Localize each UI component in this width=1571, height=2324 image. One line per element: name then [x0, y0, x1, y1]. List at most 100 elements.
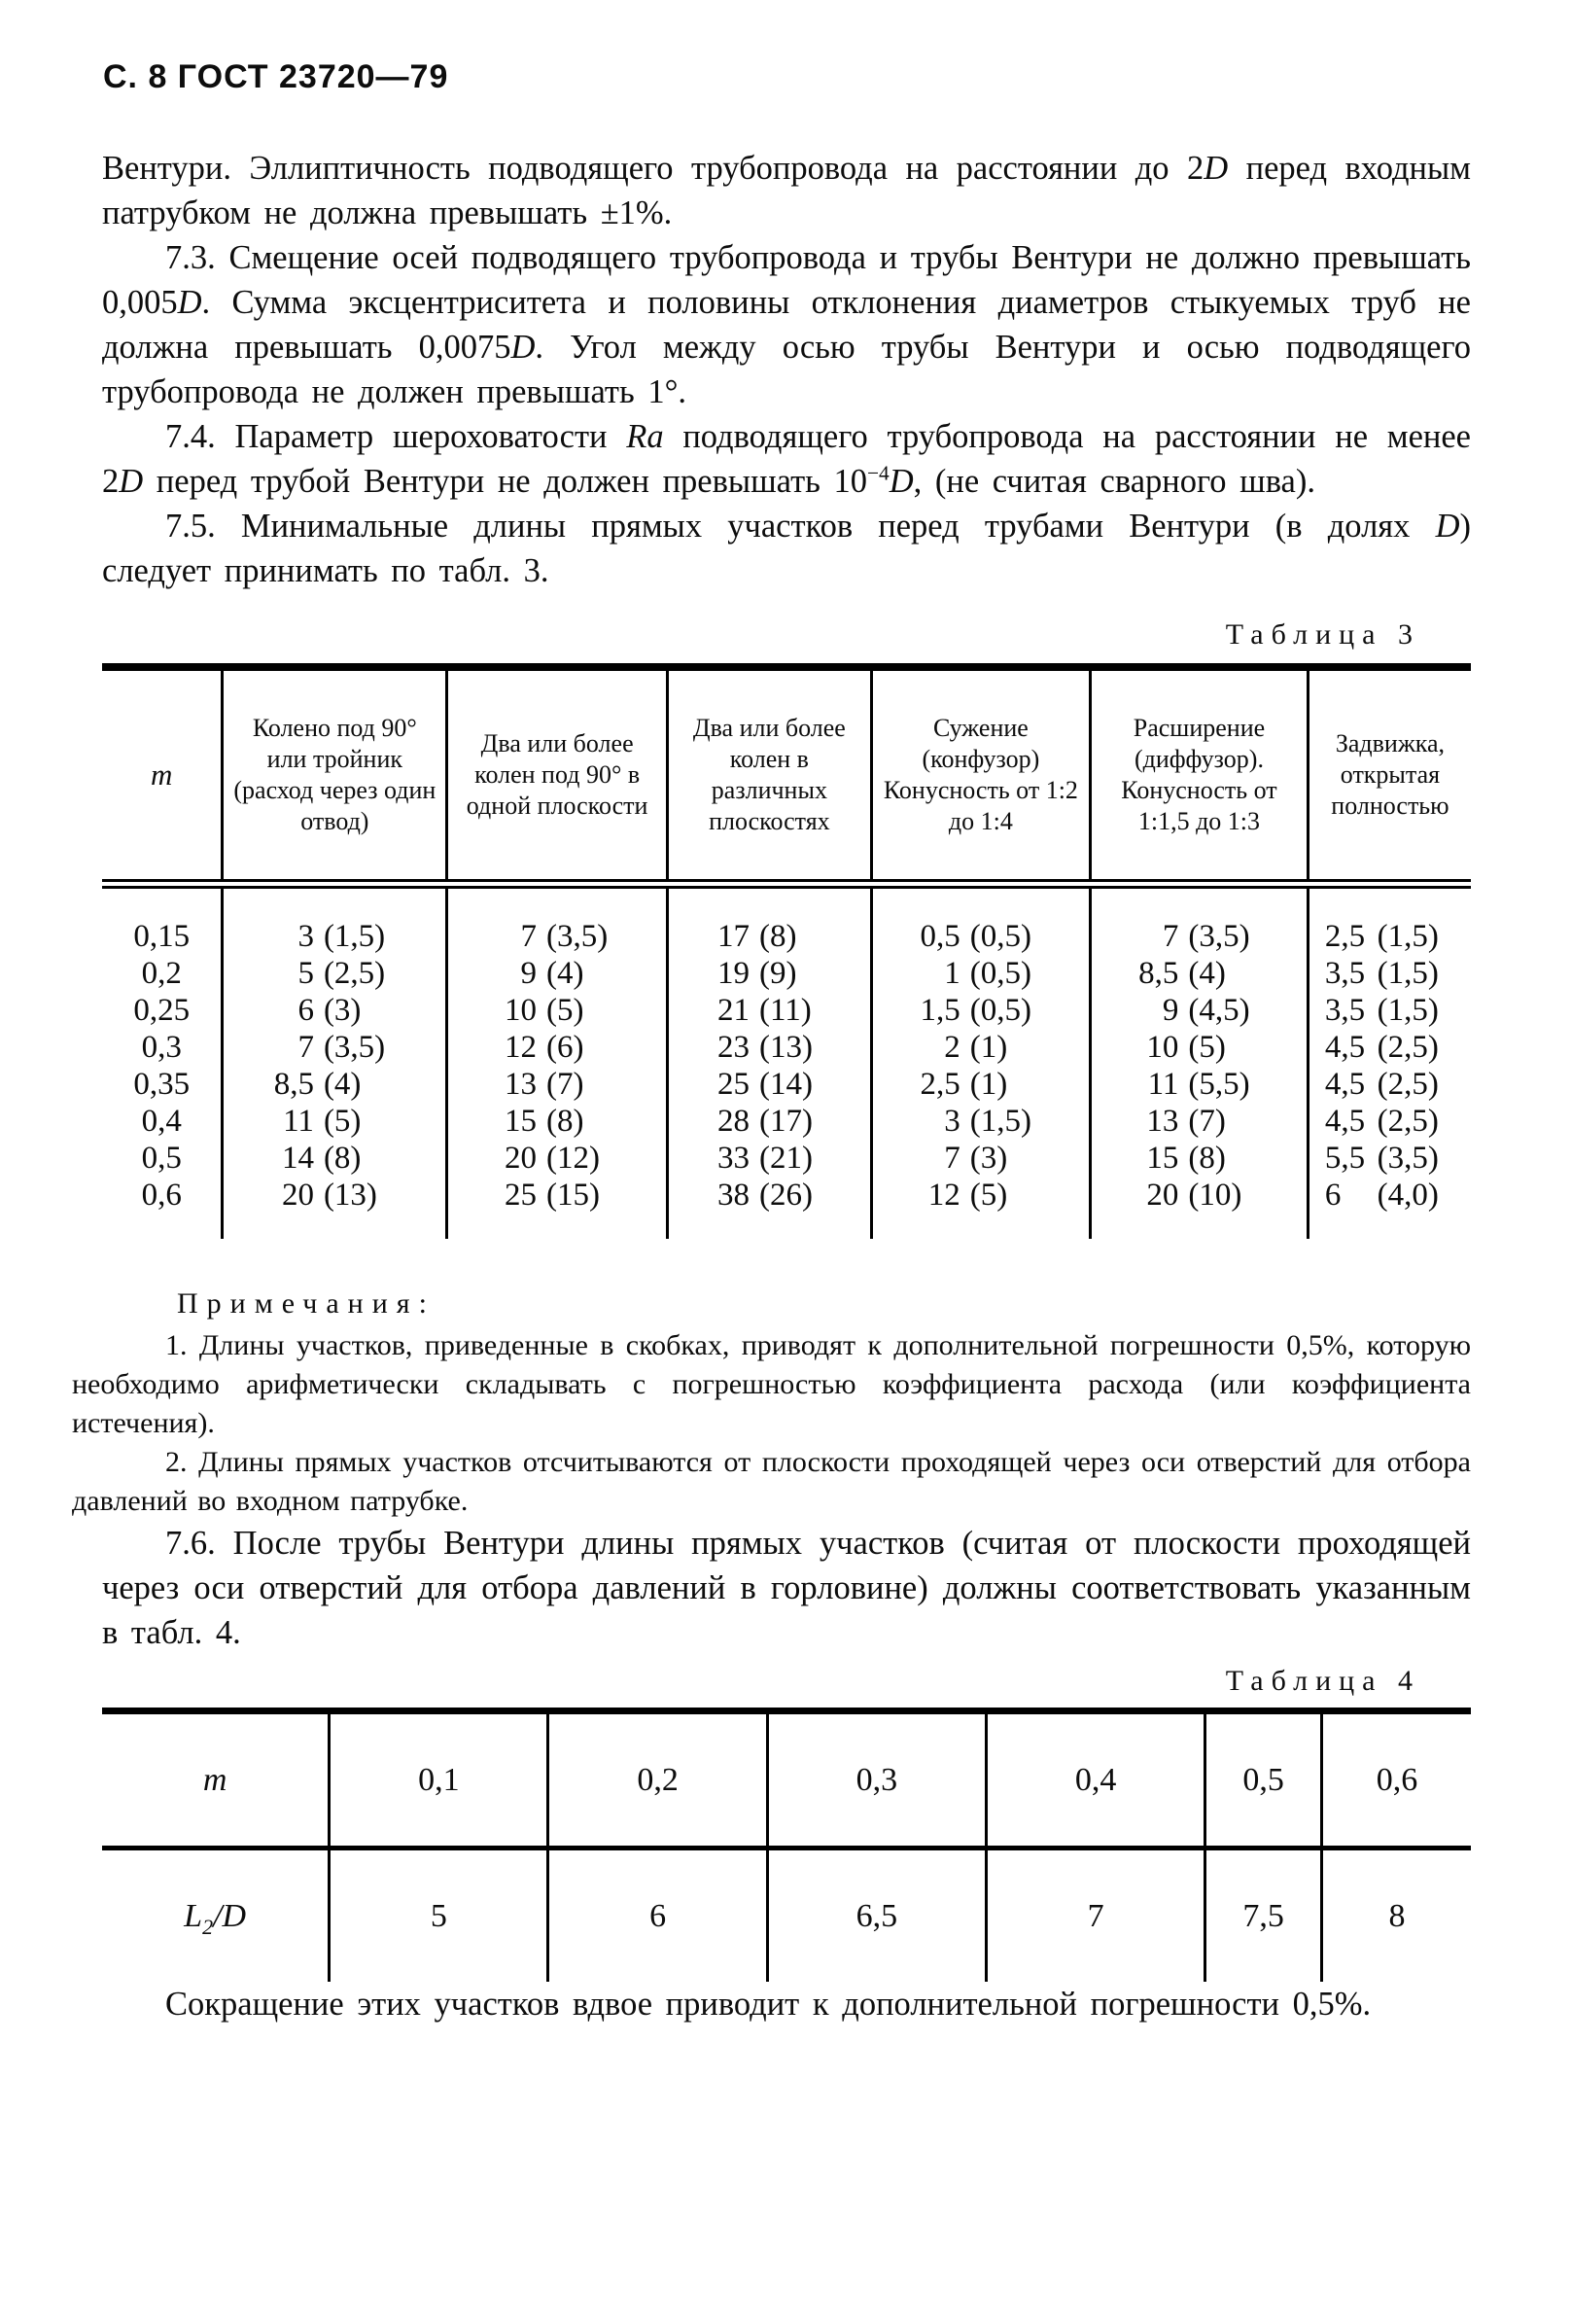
table3-cell: 3 (1,5) — [871, 1103, 1093, 1140]
value: 9 — [520, 956, 537, 991]
text-run: 7.3. Смещение осей подводящего трубопров… — [102, 239, 1471, 321]
table3-cell: 6 (4,0) — [1308, 1177, 1471, 1214]
table3-cell: 11 (5) — [222, 1103, 449, 1140]
text-run: 7.5. Минимальные длины прямых участков п… — [165, 508, 1436, 545]
paren-value: (9) — [759, 956, 797, 991]
paren-value: (1,5) — [969, 1104, 1032, 1139]
value: 10 — [504, 993, 537, 1028]
value: 13 — [504, 1067, 537, 1102]
table3-cell: 1 (0,5) — [871, 955, 1093, 992]
spacer-cell — [1090, 884, 1309, 918]
table3-cell: 28 (17) — [667, 1103, 873, 1140]
value: 0,5 — [920, 919, 960, 954]
table3-header-diffuser: Расширение (диффузор). Конусность от 1:1… — [1090, 667, 1309, 889]
table3-cell: 12 (5) — [871, 1177, 1093, 1214]
table4: m 0,1 0,2 0,3 0,4 0,5 0,6 L2/D 5 6 6,5 7… — [102, 1708, 1471, 1982]
paren-value: (3) — [323, 993, 362, 1028]
paren-value: (4) — [545, 956, 584, 991]
table3-header-m: m — [102, 667, 225, 889]
paren-value: (5) — [323, 1104, 362, 1139]
table3-cell: 8,5 (4) — [222, 1066, 449, 1103]
paragraph-final: Сокращение этих участков вдвое приводит … — [102, 1982, 1471, 2026]
paren-value: (3,5) — [545, 919, 609, 954]
table3-cell: 20 (10) — [1090, 1177, 1309, 1214]
m-value: 0,35 — [102, 1066, 225, 1103]
value: 12 — [504, 1030, 537, 1065]
value: 4,5 — [1324, 1067, 1366, 1102]
value: 33 — [717, 1141, 751, 1176]
table3-cell: 2,5 (1) — [871, 1066, 1093, 1103]
table-row: 0,2 5 (2,5) 9 (4) 19 (9) 1 (0,5) 8,5 (4) 3,5 (1,5) — [102, 955, 1471, 992]
paren-value: (7) — [1188, 1104, 1226, 1139]
spacer-cell — [1308, 1214, 1471, 1239]
value: 19 — [717, 956, 751, 991]
page-header: С. 8 ГОСТ 23720—79 — [103, 58, 449, 95]
table4-l2d-label: L2/D — [102, 1848, 332, 1982]
value: 15 — [1146, 1141, 1179, 1176]
value: 25 — [717, 1067, 751, 1102]
spacer-cell — [446, 884, 669, 918]
table4-m-value: 0,2 — [547, 1710, 769, 1850]
table4-m-value: 0,5 — [1204, 1710, 1323, 1850]
table3-cell: 15 (8) — [446, 1103, 669, 1140]
text-run-italic: Ra — [626, 418, 664, 455]
table4-m-value: 0,3 — [767, 1710, 989, 1850]
table3-cell: 7 (3,5) — [222, 1029, 449, 1066]
value: 8,5 — [273, 1067, 314, 1102]
paren-value: (0,5) — [969, 993, 1032, 1028]
table4-m-row: m 0,1 0,2 0,3 0,4 0,5 0,6 — [102, 1710, 1471, 1850]
spacer-row — [102, 884, 1471, 918]
paren-value: (5,5) — [1188, 1067, 1250, 1102]
table4-m-value: 0,4 — [986, 1710, 1207, 1850]
table-row: 0,4 11 (5) 15 (8) 28 (17) 3 (1,5) 13 (7) 4,5 (2,5) — [102, 1103, 1471, 1140]
m-value: 0,6 — [102, 1177, 225, 1214]
table3: m Колено под 90° или трой­ник (расход че… — [102, 663, 1471, 1239]
note-2: 2. Длины прямых участков отсчитываются о… — [72, 1446, 1471, 1517]
table3-header-confuser: Сужение (конфузор) Конусность от 1:2 до … — [871, 667, 1093, 889]
paren-value: (2,5) — [1377, 1104, 1439, 1139]
value: 3,5 — [1324, 956, 1366, 991]
value: 1 — [944, 956, 960, 991]
table3-cell: 4,5 (2,5) — [1308, 1103, 1471, 1140]
value: 28 — [717, 1104, 751, 1139]
m-value: 0,25 — [102, 992, 225, 1029]
paren-value: (8) — [1188, 1141, 1226, 1176]
table3-cell: 4,5 (2,5) — [1308, 1029, 1471, 1066]
table3-cell: 3,5 (1,5) — [1308, 955, 1471, 992]
value: 11 — [283, 1104, 314, 1139]
table3-cell: 5 (2,5) — [222, 955, 449, 992]
table-row: 0,3 7 (3,5) 12 (6) 23 (13) 2 (1) 10 (5) 4,5 (2,5) — [102, 1029, 1471, 1066]
table3-cell: 8,5 (4) — [1090, 955, 1309, 992]
paren-value: (4) — [323, 1067, 362, 1102]
table3-cell: 23 (13) — [667, 1029, 873, 1066]
m-value: 0,4 — [102, 1103, 225, 1140]
value: 23 — [717, 1030, 751, 1065]
paren-value: (13) — [759, 1030, 814, 1065]
text-run: 7.4. Параметр шероховатости — [165, 418, 627, 455]
spacer-cell — [871, 884, 1093, 918]
text-run: перед входным патрубком не должна превыш… — [102, 150, 1471, 231]
value: 3,5 — [1324, 993, 1366, 1028]
paren-value: (4,0) — [1377, 1178, 1439, 1213]
spacer-cell — [667, 1214, 873, 1239]
paren-value: (2,5) — [323, 956, 386, 991]
table3-cell: 2,5 (1,5) — [1308, 918, 1471, 955]
paragraph-7-6: 7.6. После трубы Вентури длины прямых уч… — [102, 1521, 1471, 1655]
value: 25 — [504, 1178, 537, 1213]
table-row: 0,5 14 (8) 20 (12) 33 (21) 7 (3) 15 (8) 5,5 (3,5) — [102, 1140, 1471, 1177]
paren-value: (15) — [545, 1178, 600, 1213]
paren-value: (3,5) — [323, 1030, 386, 1065]
table3-cell: 20 (12) — [446, 1140, 669, 1177]
spacer-cell — [446, 1214, 669, 1239]
table3-cell: 7 (3,5) — [1090, 918, 1309, 955]
paren-value: (1,5) — [1377, 993, 1439, 1028]
spacer-cell — [102, 884, 225, 918]
spacer-cell — [1090, 1214, 1309, 1239]
paren-value: (1) — [969, 1067, 1008, 1102]
paren-value: (1,5) — [323, 919, 386, 954]
text-run: Вентури. Эллиптичность подводящего трубо… — [102, 150, 1204, 187]
table3-cell: 10 (5) — [446, 992, 669, 1029]
text-run-italic: /D — [213, 1897, 247, 1934]
paren-value: (21) — [759, 1141, 814, 1176]
